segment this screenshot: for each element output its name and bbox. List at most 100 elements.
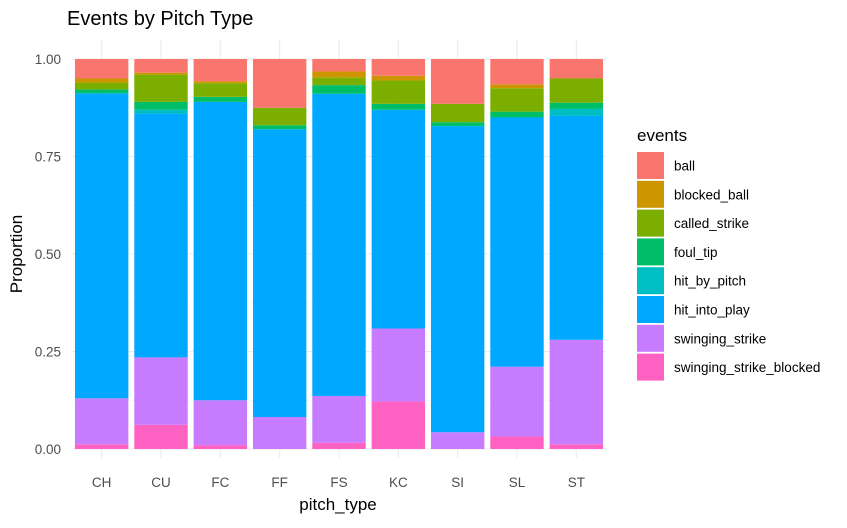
legend-key-swinging-strike-blocked <box>637 353 664 381</box>
bar-segment-ball <box>490 59 544 85</box>
legend-key-foul-tip <box>637 238 664 266</box>
bar-segment-swinging-strike-blocked <box>312 442 366 449</box>
bar-segment-swinging-strike-blocked <box>74 444 129 449</box>
x-tick-label: ST <box>568 475 585 490</box>
x-tick-label: FF <box>271 475 288 490</box>
bar-segment-foul-tip <box>371 103 426 110</box>
legend-label: hit_by_pitch <box>674 274 746 289</box>
legend-key-called-strike <box>637 209 664 237</box>
bar-segment-foul-tip <box>74 89 129 94</box>
bar-segment-hit-by-pitch <box>549 108 604 116</box>
legend-label: swinging_strike_blocked <box>674 360 820 375</box>
bars <box>74 59 604 449</box>
x-tick-label: KC <box>389 475 408 490</box>
legend-key-ball <box>637 152 664 179</box>
bar-segment-swinging-strike <box>252 417 307 449</box>
bar-segment-swinging-strike-blocked <box>549 444 604 449</box>
bar-segment-swinging-strike-blocked <box>490 436 544 449</box>
x-tick-label: FC <box>211 475 229 490</box>
bar-segment-hit-into-play <box>134 113 188 358</box>
bar-segment-called-strike <box>134 74 188 102</box>
legend-title: events <box>637 126 687 145</box>
bar-segment-called-strike <box>430 103 485 123</box>
bar-segment-ball <box>252 59 307 108</box>
bar-segment-foul-tip <box>134 101 188 110</box>
bar-segment-swinging-strike-blocked <box>371 401 426 449</box>
bar-segment-called-strike <box>490 88 544 112</box>
legend-label: ball <box>674 159 695 174</box>
bar-segment-ball <box>74 59 129 79</box>
bar-segment-swinging-strike <box>371 328 426 402</box>
bar-segment-foul-tip <box>490 111 544 118</box>
x-tick-label: FS <box>330 475 347 490</box>
y-tick-label: 1.00 <box>35 52 61 67</box>
bar-segment-called-strike <box>252 107 307 126</box>
legend-label: hit_into_play <box>674 303 750 318</box>
bar-segment-swinging-strike <box>312 395 366 443</box>
bar-segment-swinging-strike-blocked <box>134 424 188 449</box>
bar-segment-hit-into-play <box>193 101 248 401</box>
y-tick-label: 0.50 <box>35 247 61 262</box>
bar-segment-ball <box>430 59 485 104</box>
bar-segment-foul-tip <box>312 85 366 94</box>
bar-segment-blocked-ball <box>371 75 426 81</box>
y-tick-label: 0.75 <box>35 150 61 165</box>
bar-segment-swinging-strike-blocked <box>193 445 248 449</box>
bar-segment-hit-into-play <box>74 93 129 399</box>
legend-key-swinging-strike <box>637 324 664 352</box>
y-tick-label: 0.00 <box>35 442 61 457</box>
legend-label: swinging_strike <box>674 331 766 346</box>
legend-label: foul_tip <box>674 245 718 260</box>
x-tick-label: SL <box>509 475 526 490</box>
x-axis-ticks: CH CU FC FF FS KC SI SL ST <box>92 475 585 490</box>
bar-segment-ball <box>549 59 604 79</box>
bar-segment-blocked-ball <box>193 81 248 84</box>
bar-segment-foul-tip <box>549 102 604 109</box>
chart-title: Events by Pitch Type <box>67 8 253 30</box>
bar-segment-called-strike <box>371 80 426 104</box>
bar-segment-blocked-ball <box>134 72 188 75</box>
bar-segment-hit-into-play <box>430 126 485 433</box>
bar-segment-hit-into-play <box>312 93 366 396</box>
bar-segment-swinging-strike <box>193 400 248 446</box>
bar-segment-foul-tip <box>193 96 248 102</box>
bar-segment-blocked-ball <box>74 78 129 83</box>
bar-segment-swinging-strike <box>134 357 188 425</box>
bar-segment-blocked-ball <box>490 84 544 89</box>
bar-segment-called-strike <box>549 78 604 103</box>
bar-segment-hit-by-pitch <box>134 109 188 114</box>
bar-segment-hit-into-play <box>549 115 604 340</box>
bar-segment-hit-into-play <box>371 109 426 329</box>
bar-segment-called-strike <box>74 82 129 90</box>
bar-segment-foul-tip <box>430 122 485 127</box>
x-tick-label: CH <box>92 475 112 490</box>
bar-segment-called-strike <box>193 83 248 97</box>
legend-key-hit-into-play <box>637 296 664 323</box>
bar-segment-swinging-strike <box>74 398 129 445</box>
legend-label: called_strike <box>674 216 749 231</box>
bar-segment-hit-into-play <box>490 117 544 367</box>
bar-segment-swinging-strike <box>430 432 485 449</box>
y-axis-label: Proportion <box>7 215 26 293</box>
bar-segment-called-strike <box>312 77 366 86</box>
bar-segment-blocked-ball <box>312 71 366 78</box>
x-axis-label: pitch_type <box>299 495 377 514</box>
x-tick-label: SI <box>451 475 464 490</box>
legend-key-hit-by-pitch <box>637 267 664 295</box>
y-axis-ticks: 0.00 0.25 0.50 0.75 1.00 <box>35 52 61 457</box>
x-tick-label: CU <box>151 475 171 490</box>
bar-segment-ball <box>134 59 188 73</box>
bar-segment-swinging-strike <box>549 339 604 445</box>
legend-key-blocked-ball <box>637 180 664 208</box>
legend: events ball blocked_ball called_strikefoul… <box>637 126 820 381</box>
bar-segment-ball <box>371 59 426 76</box>
bar-segment-hit-into-play <box>252 129 307 418</box>
bar-segment-ball <box>312 59 366 72</box>
legend-label: blocked_ball <box>674 187 749 202</box>
y-tick-label: 0.25 <box>35 345 61 360</box>
bar-segment-foul-tip <box>252 125 307 130</box>
bar-segment-swinging-strike <box>490 366 544 437</box>
bar-segment-ball <box>193 59 248 82</box>
